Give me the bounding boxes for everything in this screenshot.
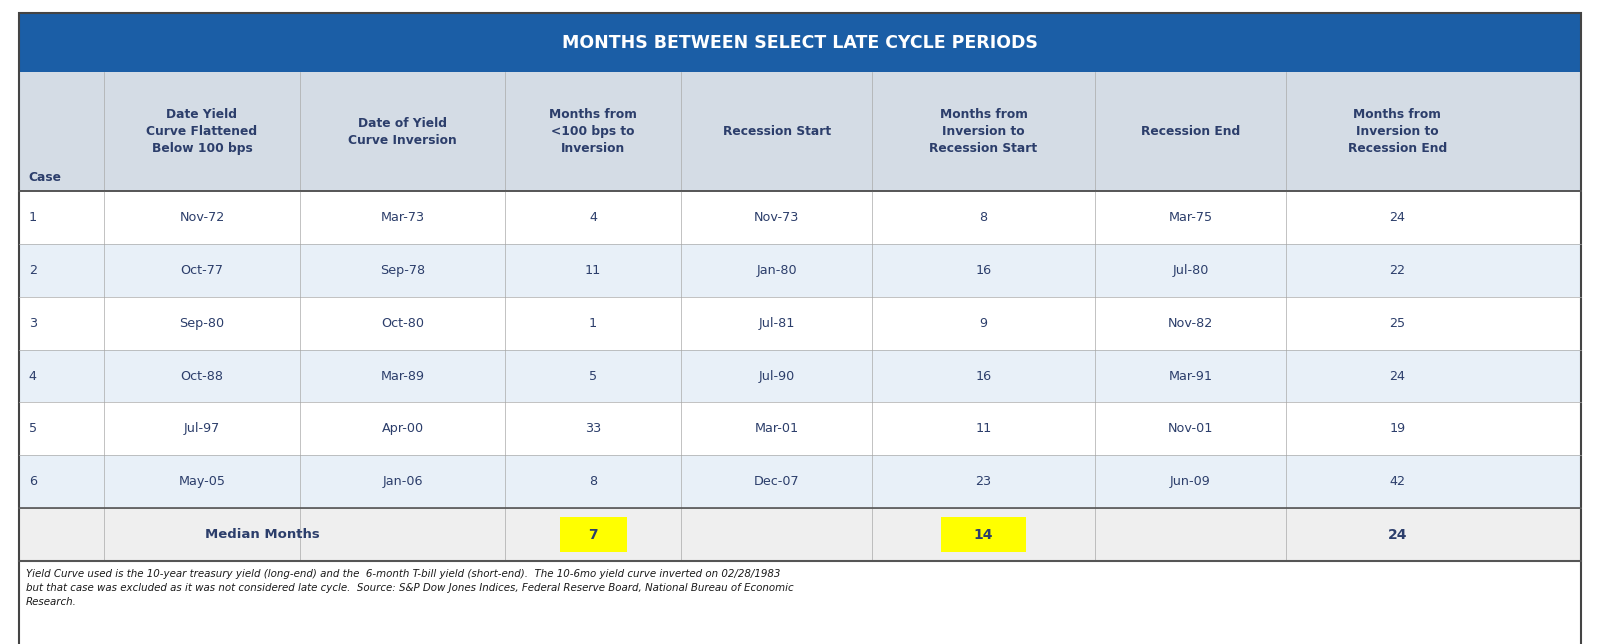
Text: Apr-00: Apr-00 (381, 422, 424, 435)
Text: Recession End: Recession End (1141, 125, 1240, 138)
Text: Mar-75: Mar-75 (1168, 211, 1213, 224)
Text: 24: 24 (1389, 370, 1405, 383)
Text: 3: 3 (29, 317, 37, 330)
Text: 6: 6 (29, 475, 37, 488)
Text: Jan-06: Jan-06 (382, 475, 422, 488)
Text: Date of Yield
Curve Inversion: Date of Yield Curve Inversion (349, 117, 458, 147)
Text: 42: 42 (1389, 475, 1405, 488)
Text: 24: 24 (1389, 211, 1405, 224)
Text: Mar-91: Mar-91 (1168, 370, 1213, 383)
Bar (19, 297, 1581, 350)
Text: 8: 8 (589, 475, 597, 488)
Text: 25: 25 (1389, 317, 1405, 330)
Text: 23: 23 (976, 475, 992, 488)
Text: 2: 2 (29, 264, 37, 277)
Text: Date Yield
Curve Flattened
Below 100 bps: Date Yield Curve Flattened Below 100 bps (146, 108, 258, 155)
Text: Mar-73: Mar-73 (381, 211, 424, 224)
Text: 1: 1 (589, 317, 597, 330)
Text: Sep-78: Sep-78 (381, 264, 426, 277)
Text: Jul-80: Jul-80 (1173, 264, 1208, 277)
Text: Mar-01: Mar-01 (755, 422, 798, 435)
Text: Jul-97: Jul-97 (184, 422, 221, 435)
Text: Jul-90: Jul-90 (758, 370, 795, 383)
Text: Jun-09: Jun-09 (1170, 475, 1211, 488)
Text: Recession Start: Recession Start (723, 125, 830, 138)
Text: 7: 7 (589, 527, 598, 542)
Text: Yield Curve used is the 10-year treasury yield (long-end) and the  6-month T-bil: Yield Curve used is the 10-year treasury… (26, 569, 794, 607)
Text: 5: 5 (589, 370, 597, 383)
Text: Sep-80: Sep-80 (179, 317, 224, 330)
Text: May-05: May-05 (179, 475, 226, 488)
Text: 11: 11 (586, 264, 602, 277)
Bar (941, 517, 1026, 552)
Text: 11: 11 (976, 422, 992, 435)
Bar (19, 455, 1581, 508)
Text: Jul-81: Jul-81 (758, 317, 795, 330)
Text: 16: 16 (976, 264, 992, 277)
Text: 8: 8 (979, 211, 987, 224)
Text: Nov-82: Nov-82 (1168, 317, 1213, 330)
Text: 1: 1 (29, 211, 37, 224)
Text: Nov-73: Nov-73 (754, 211, 800, 224)
Bar (19, 508, 1581, 561)
Text: 5: 5 (29, 422, 37, 435)
Text: 33: 33 (586, 422, 602, 435)
Text: 22: 22 (1389, 264, 1405, 277)
Bar (19, 72, 1581, 191)
Text: Dec-07: Dec-07 (754, 475, 800, 488)
Text: 16: 16 (976, 370, 992, 383)
Text: 9: 9 (979, 317, 987, 330)
Text: Jan-80: Jan-80 (757, 264, 797, 277)
Bar (19, 350, 1581, 402)
Text: Nov-72: Nov-72 (179, 211, 224, 224)
Text: 4: 4 (29, 370, 37, 383)
Text: Months from
<100 bps to
Inversion: Months from <100 bps to Inversion (549, 108, 637, 155)
Text: Months from
Inversion to
Recession Start: Months from Inversion to Recession Start (930, 108, 1037, 155)
Text: 24: 24 (1387, 527, 1406, 542)
Text: Months from
Inversion to
Recession End: Months from Inversion to Recession End (1347, 108, 1446, 155)
Text: Oct-77: Oct-77 (181, 264, 224, 277)
Text: Nov-01: Nov-01 (1168, 422, 1213, 435)
Bar (19, 191, 1581, 244)
Text: Oct-88: Oct-88 (181, 370, 224, 383)
Bar (560, 517, 627, 552)
Bar (19, 244, 1581, 297)
Text: Mar-89: Mar-89 (381, 370, 424, 383)
Bar (19, 13, 1581, 72)
Text: MONTHS BETWEEN SELECT LATE CYCLE PERIODS: MONTHS BETWEEN SELECT LATE CYCLE PERIODS (562, 33, 1038, 52)
Text: Median Months: Median Months (205, 528, 320, 541)
Text: 14: 14 (974, 527, 994, 542)
Text: 19: 19 (1389, 422, 1405, 435)
Bar (19, 561, 1581, 644)
Text: Oct-80: Oct-80 (381, 317, 424, 330)
Text: Case: Case (29, 171, 62, 184)
Text: 4: 4 (589, 211, 597, 224)
Bar (19, 402, 1581, 455)
